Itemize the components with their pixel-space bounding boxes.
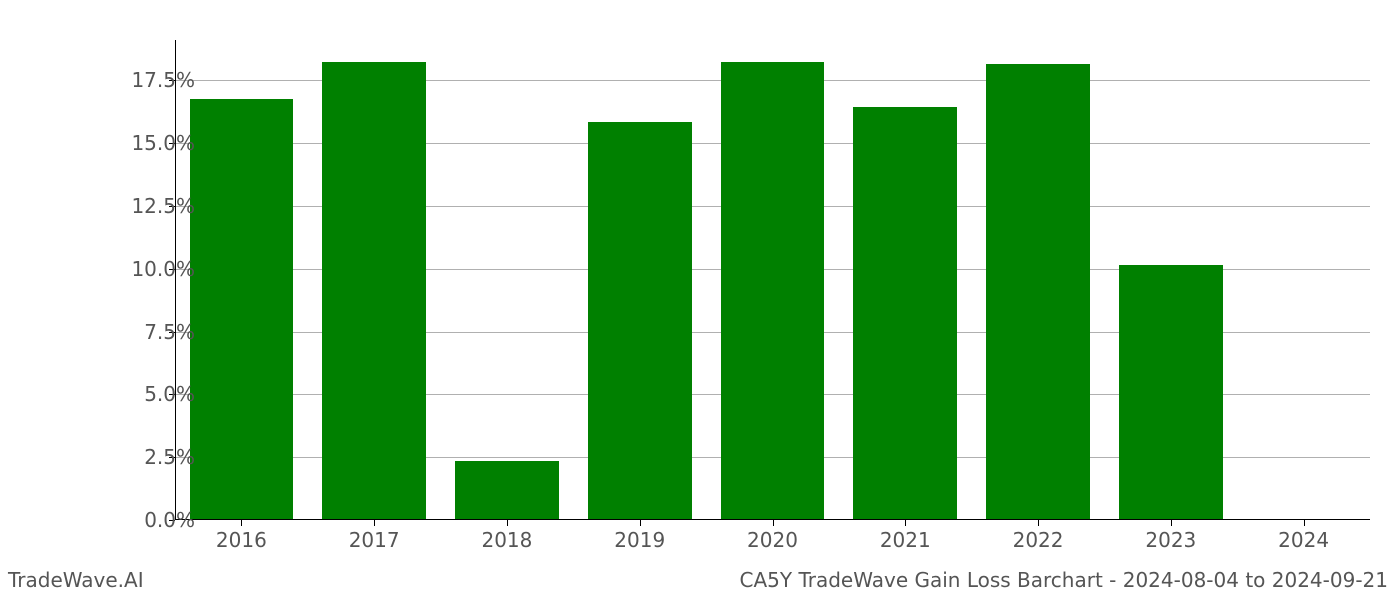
footer-caption: CA5Y TradeWave Gain Loss Barchart - 2024… [740,568,1388,592]
x-tick-mark [773,520,774,526]
y-tick-label: 10.0% [131,257,195,281]
x-tick-mark [374,520,375,526]
bar [322,62,426,519]
bar [455,461,559,519]
x-tick-label: 2022 [1013,528,1064,552]
x-tick-mark [640,520,641,526]
x-tick-label: 2024 [1278,528,1329,552]
x-tick-mark [241,520,242,526]
x-tick-label: 2020 [747,528,798,552]
x-tick-label: 2019 [614,528,665,552]
bar [986,64,1090,519]
footer-brand: TradeWave.AI [8,568,144,592]
x-tick-mark [905,520,906,526]
bar [588,122,692,519]
y-tick-label: 7.5% [144,320,195,344]
x-tick-label: 2016 [216,528,267,552]
y-tick-label: 12.5% [131,194,195,218]
plot-region: 201620172018201920202021202220232024 [175,40,1370,520]
bar-chart: 201620172018201920202021202220232024 [175,40,1370,520]
x-tick-label: 2021 [880,528,931,552]
x-tick-label: 2017 [349,528,400,552]
y-tick-label: 5.0% [144,382,195,406]
x-tick-label: 2018 [481,528,532,552]
x-tick-label: 2023 [1145,528,1196,552]
x-tick-mark [1171,520,1172,526]
y-tick-label: 2.5% [144,445,195,469]
x-tick-mark [1304,520,1305,526]
x-tick-mark [507,520,508,526]
bar [190,99,294,519]
y-tick-label: 15.0% [131,131,195,155]
y-tick-label: 0.0% [144,508,195,532]
bar [853,107,957,519]
x-tick-mark [1038,520,1039,526]
y-tick-label: 17.5% [131,68,195,92]
bar [1119,265,1223,519]
bar [721,62,825,519]
